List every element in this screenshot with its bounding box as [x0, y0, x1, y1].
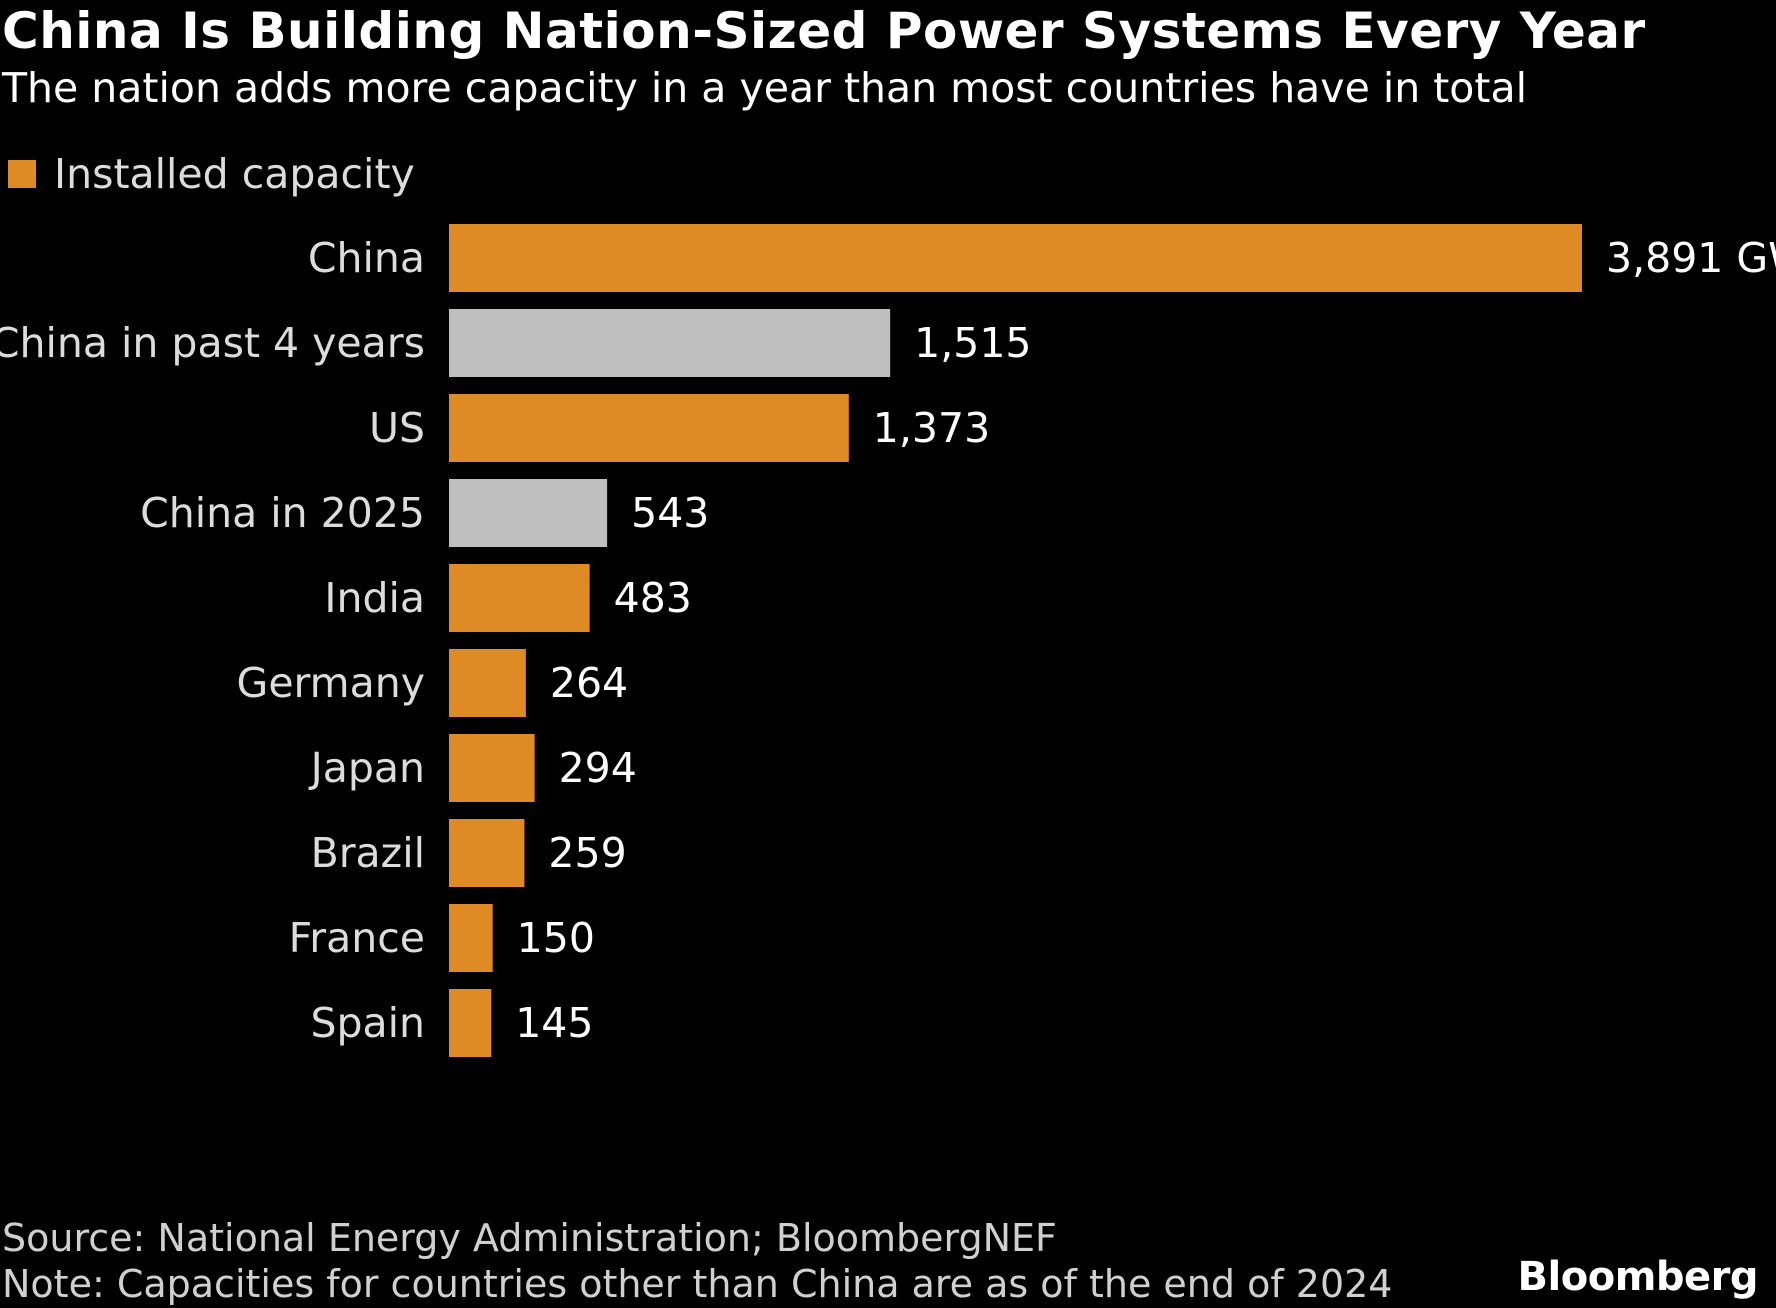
category-label: Brazil — [311, 829, 425, 877]
value-label: 1,373 — [873, 404, 990, 452]
legend: Installed capacity — [8, 150, 415, 198]
value-label: 1,515 — [914, 319, 1031, 367]
footnote: Note: Capacities for countries other tha… — [2, 1262, 1393, 1306]
bloomberg-logo: Bloomberg — [1517, 1254, 1759, 1300]
legend-swatch — [8, 160, 36, 188]
bar — [449, 394, 849, 462]
category-label: US — [369, 404, 425, 452]
bar — [449, 989, 492, 1057]
value-label: 264 — [550, 659, 628, 707]
category-label: China — [308, 234, 425, 282]
value-label: 259 — [548, 829, 626, 877]
value-label: 150 — [517, 914, 595, 962]
category-label: China in past 4 years — [0, 319, 425, 367]
bar — [449, 224, 1582, 292]
bar — [449, 819, 525, 887]
value-label: 145 — [515, 999, 593, 1047]
bar — [449, 309, 891, 377]
category-label: France — [289, 914, 425, 962]
category-label: Germany — [237, 659, 425, 707]
category-label: India — [324, 574, 425, 622]
bar — [449, 904, 493, 972]
bar — [449, 479, 608, 547]
bar — [449, 734, 535, 802]
value-label: 3,891 GW — [1606, 234, 1776, 282]
legend-label: Installed capacity — [54, 150, 415, 198]
value-label: 543 — [631, 489, 709, 537]
category-label: Spain — [310, 999, 425, 1047]
bar-chart: China 3,891 GW China in past 4 years 1,515 U… — [0, 224, 1776, 1057]
value-label: 483 — [614, 574, 692, 622]
value-label: 294 — [559, 744, 637, 792]
bar — [449, 564, 590, 632]
source-note: Source: National Energy Administration; … — [2, 1216, 1057, 1260]
chart-title: China Is Building Nation-Sized Power Sys… — [2, 2, 1646, 60]
chart-subtitle: The nation adds more capacity in a year … — [2, 64, 1527, 112]
category-label: Japan — [308, 744, 425, 792]
bar — [449, 649, 526, 717]
category-label: China in 2025 — [140, 489, 425, 537]
